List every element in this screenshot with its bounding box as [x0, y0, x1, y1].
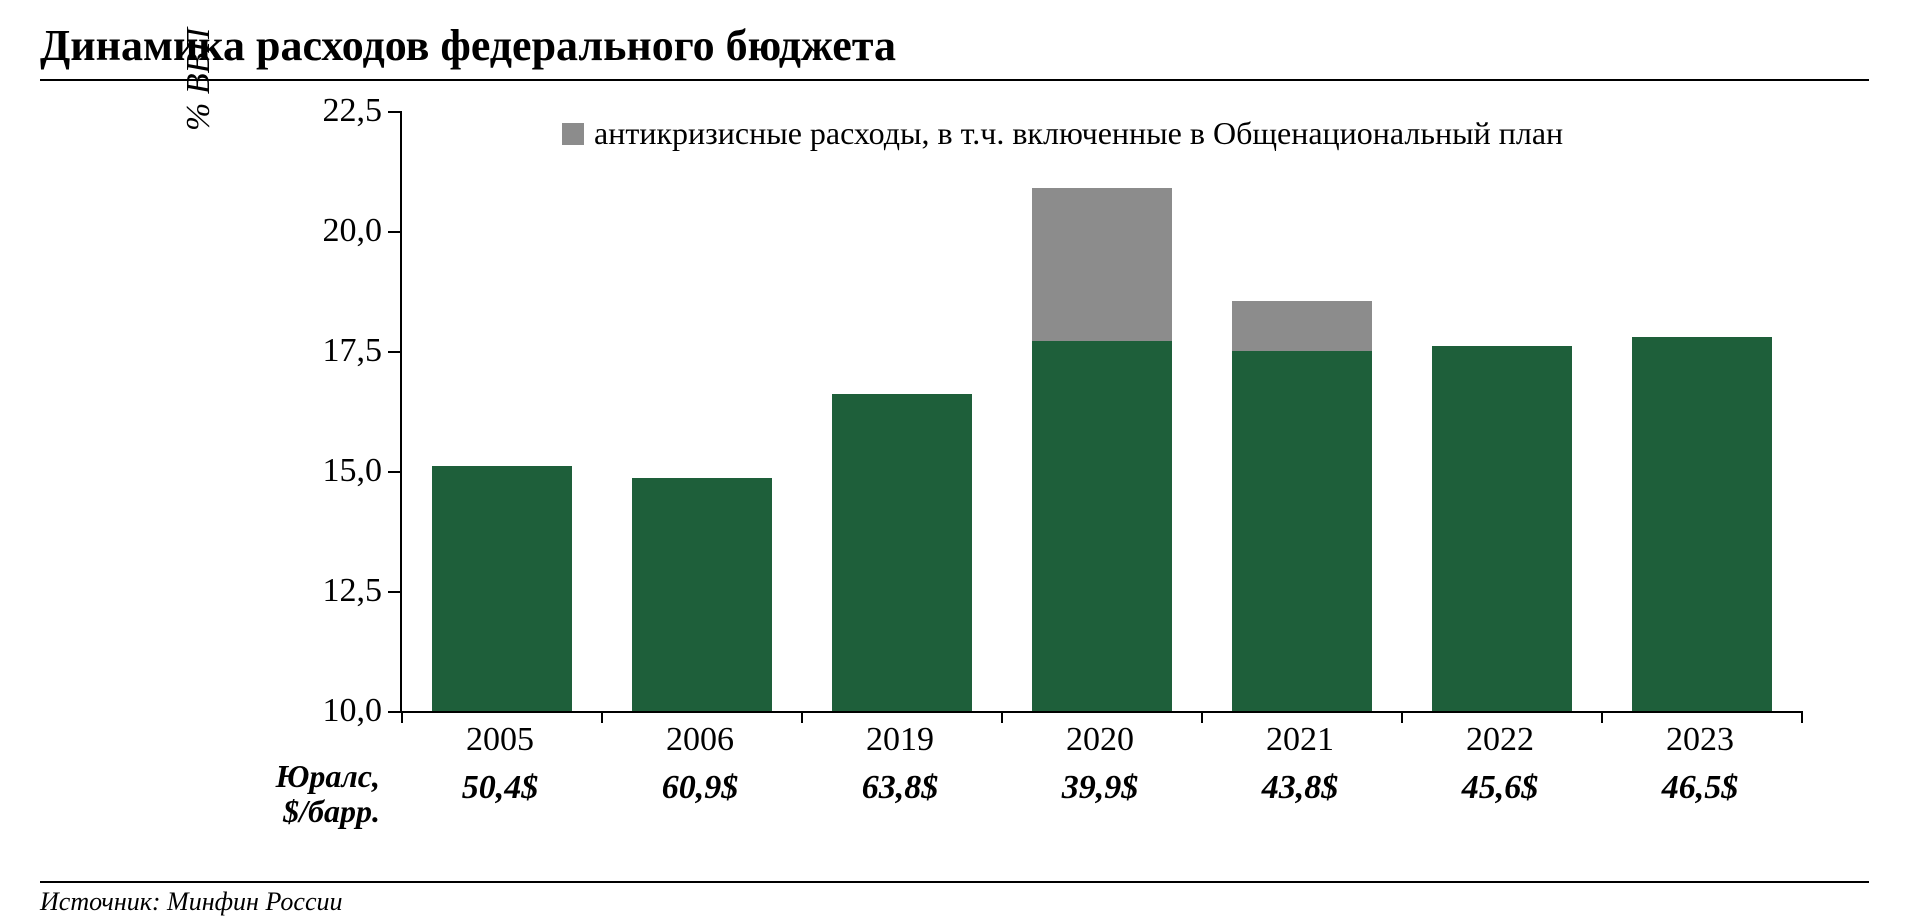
- x-tick: [1801, 711, 1803, 723]
- source-text: Источник: Минфин России: [40, 887, 1869, 917]
- x-category-label: 2020: [1000, 721, 1200, 759]
- bar-segment-extra: [1032, 188, 1172, 342]
- x-category-label: 2022: [1400, 721, 1600, 759]
- bar-segment-base: [1632, 337, 1772, 711]
- y-tick-label: 22,5: [323, 92, 383, 130]
- y-tick-label: 12,5: [323, 572, 383, 610]
- y-tick: [388, 711, 400, 713]
- y-tick: [388, 471, 400, 473]
- y-axis-title: % ВВП: [180, 28, 218, 131]
- y-tick-label: 17,5: [323, 332, 383, 370]
- bar-segment-base: [1432, 346, 1572, 711]
- bar: [632, 111, 772, 711]
- secondary-row-value: 60,9$: [600, 769, 800, 807]
- y-tick: [388, 351, 400, 353]
- chart-plot-area: антикризисные расходы, в т.ч. включенные…: [400, 111, 1802, 713]
- y-tick-label: 10,0: [323, 692, 383, 730]
- secondary-row-value: 46,5$: [1600, 769, 1800, 807]
- bar: [1632, 111, 1772, 711]
- chart-container: % ВВП антикризисные расходы, в т.ч. вклю…: [280, 101, 1840, 801]
- bars-layer: [402, 111, 1802, 711]
- secondary-row-label: Юралс,$/барр.: [150, 759, 380, 829]
- secondary-row-value: 43,8$: [1200, 769, 1400, 807]
- y-tick-label: 15,0: [323, 452, 383, 490]
- bar: [832, 111, 972, 711]
- y-tick-label: 20,0: [323, 212, 383, 250]
- bar-segment-base: [632, 478, 772, 711]
- bar-segment-base: [432, 466, 572, 711]
- bar: [1432, 111, 1572, 711]
- y-tick: [388, 111, 400, 113]
- bar-segment-base: [1232, 351, 1372, 711]
- bar: [432, 111, 572, 711]
- x-category-label: 2006: [600, 721, 800, 759]
- secondary-row-value: 45,6$: [1400, 769, 1600, 807]
- bar-segment-base: [832, 394, 972, 711]
- secondary-row-value: 63,8$: [800, 769, 1000, 807]
- x-category-label: 2019: [800, 721, 1000, 759]
- bar: [1232, 111, 1372, 711]
- x-category-label: 2021: [1200, 721, 1400, 759]
- x-category-label: 2005: [400, 721, 600, 759]
- secondary-row-value: 39,9$: [1000, 769, 1200, 807]
- y-tick: [388, 591, 400, 593]
- title-rule: [40, 79, 1869, 81]
- secondary-row-value: 50,4$: [400, 769, 600, 807]
- bar: [1032, 111, 1172, 711]
- x-category-label: 2023: [1600, 721, 1800, 759]
- footer-rule: [40, 881, 1869, 883]
- y-tick: [388, 231, 400, 233]
- page-title: Динамика расходов федерального бюджета: [40, 20, 1869, 71]
- bar-segment-extra: [1232, 301, 1372, 351]
- bar-segment-base: [1032, 341, 1172, 711]
